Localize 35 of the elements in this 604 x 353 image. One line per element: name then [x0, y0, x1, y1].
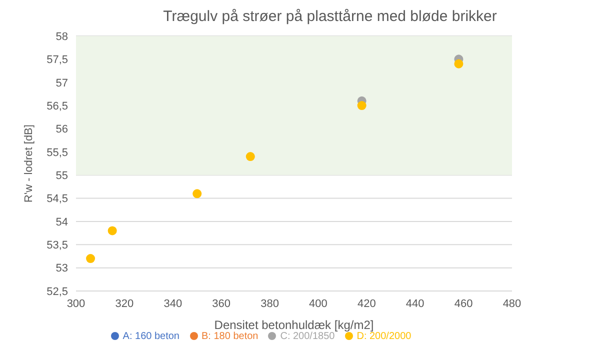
y-axis-title: R'w - lodret [dB] [22, 124, 35, 202]
point [86, 254, 96, 264]
chart-title: Trægulv på strøer på plasttårne med bløde brikker [162, 8, 498, 25]
x-tick-label: 440 [406, 298, 424, 310]
point [357, 101, 366, 110]
y-tick-label: 54 [56, 216, 68, 228]
x-tick-label: 480 [502, 298, 522, 310]
y-tick-label: 58 [56, 30, 68, 43]
y-tick-label: 53 [56, 262, 68, 275]
y-tick-label: 52,5 [46, 286, 68, 298]
point [246, 152, 255, 162]
legend-label: A: 160 beton [122, 331, 180, 342]
y-tick-label: 56,5 [46, 100, 68, 112]
y-tick-label: 56 [56, 124, 68, 136]
y-tick-label: 54,5 [46, 193, 68, 206]
y-tick-label: 57 [56, 77, 68, 90]
x-tick-label: 360 [212, 298, 231, 310]
y-tick-label: 53,5 [46, 240, 68, 252]
point [108, 226, 117, 236]
y-tick-label: 55,5 [46, 146, 68, 159]
x-tick-label: 400 [309, 298, 328, 310]
x-tick-label: 340 [164, 298, 182, 310]
y-tick-label: 57,5 [46, 54, 68, 66]
legend-label: D: 200/2000 [356, 331, 412, 342]
x-tick-label: 300 [66, 298, 86, 310]
x-tick-label: 380 [260, 298, 279, 310]
legend-label: C: 200/1850 [280, 331, 335, 342]
x-tick-label: 460 [454, 298, 473, 310]
y-tick-label: 55 [56, 170, 68, 182]
point [454, 59, 464, 68]
x-tick-label: 420 [357, 298, 376, 310]
legend-label: B: 180 beton [202, 331, 258, 342]
x-tick-label: 320 [115, 298, 134, 310]
point [192, 189, 202, 198]
x-axis-title: Densitet betonhuldæk [kg/m2] [214, 318, 374, 332]
